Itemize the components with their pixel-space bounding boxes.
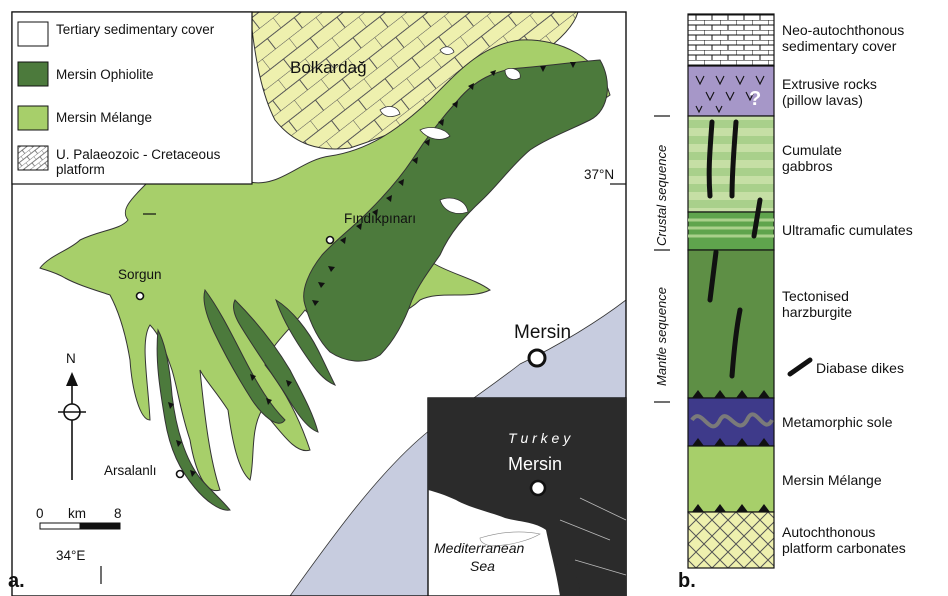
latitude-label: 37°N xyxy=(584,167,615,182)
label-cumulate-gabbros: Cumulate gabbros xyxy=(782,142,842,174)
findikpinari-marker xyxy=(325,235,335,245)
unit-neo-autochthonous xyxy=(687,13,775,67)
place-sorgun: Sorgun xyxy=(118,267,162,282)
inset-mersin-marker xyxy=(529,479,547,497)
ophiolite-sliver-2 xyxy=(203,288,286,424)
unit-ultramafic xyxy=(687,211,775,251)
legend-label-platform: U. Palaeozoic - Cretaceous platform xyxy=(56,147,221,177)
unit-melange xyxy=(687,445,775,513)
geologic-map xyxy=(11,11,627,596)
panel-letter-a: a. xyxy=(8,570,25,592)
north-label: N xyxy=(66,351,76,366)
mersin-marker xyxy=(527,348,547,368)
ophiolite-sliver-4 xyxy=(275,298,337,386)
north-arrow-icon xyxy=(58,372,86,480)
diabase-dikes xyxy=(706,119,763,379)
mantle-sequence-label: Mantle sequence xyxy=(654,286,669,386)
label-extrusive: Extrusive rocks (pillow lavas) xyxy=(782,76,877,108)
place-mersin: Mersin xyxy=(514,322,572,343)
unit-platform-carbonates xyxy=(687,511,775,569)
inset-sea-label-1: Mediterranean xyxy=(434,540,525,556)
inset-sea-label-2: Sea xyxy=(470,558,495,574)
legend-label-ophiolite: Mersin Ophiolite xyxy=(56,67,154,82)
stratigraphic-column-panel: ? Crustal sequence Mantle sequence Neo-a… xyxy=(640,0,948,596)
scale-end-label: 8 xyxy=(114,506,122,521)
legend-label-tertiary: Tertiary sedimentary cover xyxy=(56,22,215,37)
panel-letter-b: b. xyxy=(678,570,696,592)
question-mark: ? xyxy=(749,88,762,110)
thrust-fault-marks xyxy=(168,62,576,477)
legend-label-melange: Mersin Mélange xyxy=(56,110,153,125)
legend-swatch-platform xyxy=(17,145,49,171)
label-diabase: Diabase dikes xyxy=(816,360,904,376)
longitude-label: 34°E xyxy=(56,548,86,563)
scale-unit-label: km xyxy=(68,506,86,521)
label-melange: Mersin Mélange xyxy=(782,472,882,488)
legend-swatch-tertiary xyxy=(17,21,49,47)
unit-extrusive xyxy=(687,65,775,117)
scale-bar xyxy=(39,522,121,530)
map-panel: Tertiary sedimentary cover Mersin Ophiol… xyxy=(8,11,627,596)
label-harzburgite: Tectonised harzburgite xyxy=(782,288,853,320)
sorgun-marker xyxy=(135,291,145,301)
legend-swatch-ophiolite xyxy=(17,61,49,87)
crustal-sequence-label: Crustal sequence xyxy=(654,144,669,246)
inset-map xyxy=(427,397,627,596)
diabase-legend-icon xyxy=(787,357,813,377)
legend-swatch-melange xyxy=(17,105,49,131)
arsalanli-marker xyxy=(175,469,185,479)
stratigraphic-column xyxy=(654,13,813,569)
label-neo-autochthonous: Neo-autochthonous sedimentary cover xyxy=(782,22,905,54)
map-legend xyxy=(11,11,253,185)
place-findikpinari: Fındıkpınarı xyxy=(344,211,417,226)
inset-country-label: T u r k e y xyxy=(508,430,571,446)
label-ultramafic: Ultramafic cumulates xyxy=(782,222,913,238)
ophiolite-sliver-3 xyxy=(233,299,319,433)
label-platform-carbonates: Autochthonous platform carbonates xyxy=(782,524,906,556)
place-bolkardag: Bolkardağ xyxy=(290,58,367,77)
scale-start-label: 0 xyxy=(36,506,44,521)
inset-city-label: Mersin xyxy=(508,454,563,474)
place-arsalanli: Arsalanlı xyxy=(104,463,157,478)
label-metamorphic-sole: Metamorphic sole xyxy=(782,414,893,430)
